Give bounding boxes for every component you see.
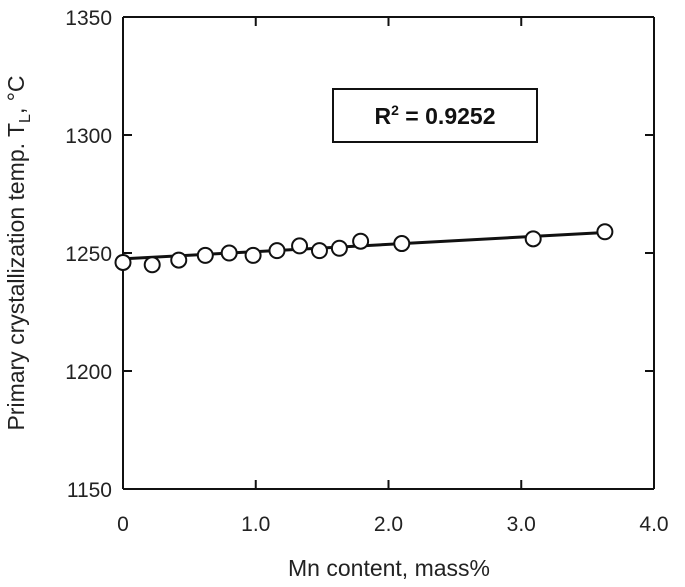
data-point (524, 230, 542, 248)
ticks: 1150 1200 1250 1300 1350 0 1.0 2.0 3.0 4.0 (65, 7, 668, 536)
data-point (310, 242, 328, 260)
x-tick-label: 4.0 (639, 513, 668, 536)
data-point (352, 232, 370, 250)
y-tick-label: 1150 (67, 479, 112, 502)
x-tick-label: 3.0 (507, 513, 536, 536)
data-point (114, 253, 132, 271)
x-axis-label: Mn content, mass% (288, 555, 490, 581)
data-point (268, 242, 286, 260)
data-point (330, 239, 348, 257)
data-point (291, 237, 309, 255)
data-point (393, 235, 411, 253)
data-point (196, 246, 214, 264)
x-tick-label: 2.0 (374, 513, 403, 536)
data-point (170, 251, 188, 269)
data-point (244, 246, 262, 264)
r2-label: R2 = 0.9252 (375, 102, 496, 129)
y-tick-label: 1250 (65, 243, 112, 266)
y-tick-label: 1300 (65, 125, 112, 148)
x-tick-label: 0 (117, 513, 129, 536)
x-tick-label: 1.0 (241, 513, 270, 536)
data-points (114, 223, 614, 274)
r2-annotation: R2 = 0.9252 (332, 88, 538, 143)
y-axis-label: Primary crystallization temp. TL, °C (3, 75, 34, 430)
data-point (220, 244, 238, 262)
y-tick-label: 1350 (65, 7, 112, 30)
data-point (143, 256, 161, 274)
data-point (596, 223, 614, 241)
y-tick-label: 1200 (65, 361, 112, 384)
r2-box (332, 88, 538, 143)
